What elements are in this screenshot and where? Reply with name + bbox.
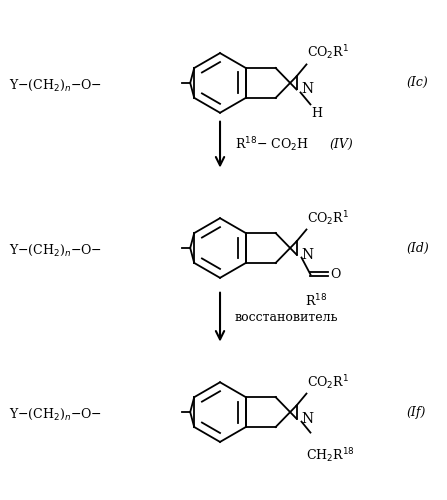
Text: N: N (301, 82, 314, 96)
Text: N: N (301, 248, 314, 262)
Text: CO$_2$R$^1$: CO$_2$R$^1$ (308, 44, 350, 62)
Text: H: H (312, 108, 322, 120)
Text: R$^{18}$: R$^{18}$ (305, 292, 328, 309)
Text: (IV): (IV) (329, 138, 353, 151)
Text: R$^{18}$$-$ CO$_2$H: R$^{18}$$-$ CO$_2$H (235, 135, 308, 154)
Text: (Ic): (Ic) (407, 76, 429, 90)
Text: CO$_2$R$^1$: CO$_2$R$^1$ (308, 373, 350, 392)
Text: (Id): (Id) (407, 242, 430, 254)
Text: N: N (301, 412, 314, 426)
Text: CO$_2$R$^1$: CO$_2$R$^1$ (308, 209, 350, 228)
Text: Y$-$(CH$_2$)$_n$$-$O$-$: Y$-$(CH$_2$)$_n$$-$O$-$ (9, 78, 102, 92)
Text: восстановитель: восстановитель (235, 311, 338, 324)
Text: Y$-$(CH$_2$)$_n$$-$O$-$: Y$-$(CH$_2$)$_n$$-$O$-$ (9, 242, 102, 258)
Text: O: O (330, 268, 341, 281)
Text: CH$_2$R$^{18}$: CH$_2$R$^{18}$ (307, 446, 355, 465)
Text: (If): (If) (407, 406, 426, 418)
Text: Y$-$(CH$_2$)$_n$$-$O$-$: Y$-$(CH$_2$)$_n$$-$O$-$ (9, 406, 102, 422)
